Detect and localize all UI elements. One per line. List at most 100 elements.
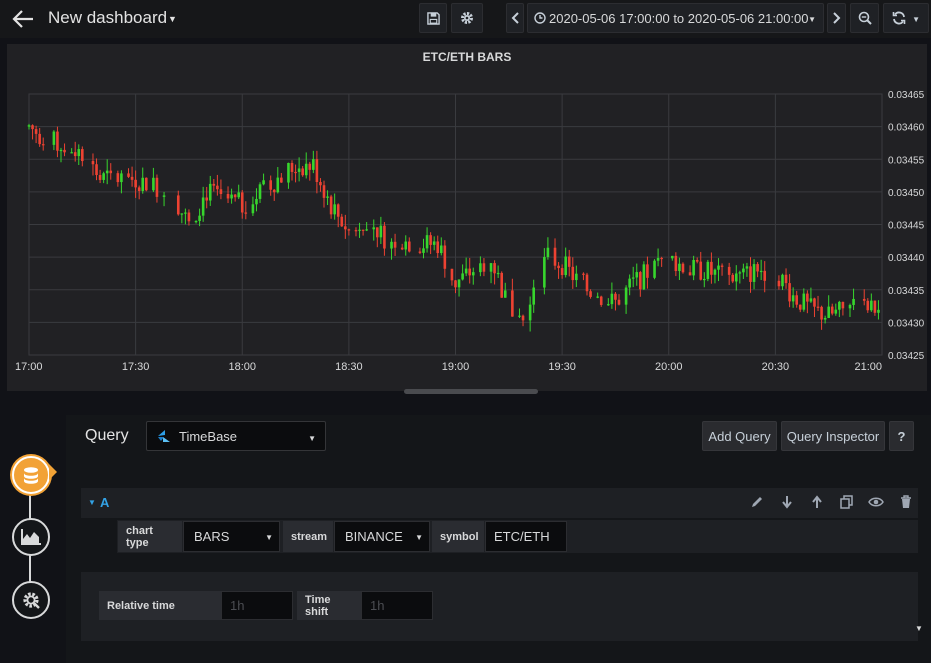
candle-up bbox=[834, 309, 838, 314]
panel-title[interactable]: ETC/ETH BARS bbox=[422, 50, 512, 64]
candle-up bbox=[333, 204, 336, 215]
candle-down bbox=[219, 189, 223, 195]
caret-down-icon: ▼ bbox=[265, 533, 273, 542]
timebase-logo-icon bbox=[158, 430, 170, 442]
general-settings-icon bbox=[23, 592, 40, 609]
settings-gear-icon bbox=[461, 12, 473, 24]
candle-up bbox=[752, 264, 756, 282]
refresh-icon bbox=[892, 11, 906, 25]
arrow-up-icon[interactable] bbox=[810, 495, 826, 511]
candle-up bbox=[59, 149, 63, 152]
visualization-tab-button[interactable] bbox=[12, 518, 50, 556]
datasource-select[interactable]: TimeBase ▼ bbox=[146, 421, 326, 451]
candle-up bbox=[230, 194, 233, 199]
trash-icon[interactable] bbox=[899, 495, 915, 511]
candle-down bbox=[56, 131, 59, 151]
candle-down bbox=[873, 300, 877, 313]
help-button[interactable]: ? bbox=[889, 421, 914, 451]
candle-down bbox=[280, 177, 283, 183]
dashboard-settings-button[interactable] bbox=[451, 3, 483, 33]
candle-up bbox=[852, 298, 855, 305]
relative-time-input[interactable]: 1h bbox=[221, 591, 293, 620]
general-tab-button[interactable] bbox=[12, 581, 50, 619]
refresh-button[interactable]: ▼ bbox=[883, 3, 929, 33]
candle-down bbox=[788, 283, 791, 302]
candle-up bbox=[287, 162, 290, 183]
chart-type-value: BARS bbox=[194, 529, 230, 544]
candle-down bbox=[340, 216, 344, 227]
candle-up bbox=[180, 213, 184, 215]
candle-down bbox=[155, 177, 159, 197]
dashboard-title[interactable]: New dashboard bbox=[48, 8, 168, 27]
database-icon bbox=[24, 467, 38, 484]
candle-down bbox=[582, 273, 585, 275]
candle-down bbox=[41, 144, 45, 146]
candle-down bbox=[34, 129, 38, 134]
pencil-icon[interactable] bbox=[750, 495, 766, 511]
candle-up bbox=[237, 192, 240, 198]
candle-down bbox=[205, 197, 209, 201]
candle-up bbox=[838, 301, 841, 310]
query-inspector-button[interactable]: Query Inspector bbox=[781, 421, 885, 451]
add-query-button[interactable]: Add Query bbox=[702, 421, 777, 451]
candle-down bbox=[134, 179, 137, 188]
candle-up bbox=[518, 315, 521, 317]
scroll-down-caret-icon[interactable]: ▼ bbox=[915, 624, 923, 633]
time-range-picker[interactable]: 2020-05-06 17:00:00 to 2020-05-06 21:00:… bbox=[527, 3, 824, 33]
caret-down-icon[interactable]: ▼ bbox=[168, 14, 177, 24]
arrow-down-icon[interactable] bbox=[780, 495, 796, 511]
time-forward-button[interactable] bbox=[827, 3, 846, 33]
candle-down bbox=[176, 195, 180, 215]
query-ref-id[interactable]: A bbox=[100, 495, 110, 510]
collapse-caret-icon[interactable]: ▼ bbox=[88, 498, 96, 507]
save-dashboard-button[interactable] bbox=[419, 3, 447, 33]
candle-up bbox=[781, 274, 784, 287]
chevron-left-icon bbox=[511, 12, 519, 24]
y-tick-label: 0.03425 bbox=[888, 351, 925, 362]
candle-down bbox=[777, 280, 781, 287]
time-back-button[interactable] bbox=[506, 3, 524, 33]
candle-up bbox=[457, 279, 461, 288]
x-tick-label: 20:30 bbox=[762, 361, 790, 373]
candle-down bbox=[795, 295, 798, 305]
candle-down bbox=[660, 257, 663, 260]
candle-down bbox=[617, 299, 621, 305]
candle-down bbox=[493, 263, 496, 274]
candle-down bbox=[866, 300, 870, 311]
queries-tab-button[interactable] bbox=[12, 456, 50, 494]
symbol-input[interactable]: ETC/ETH bbox=[485, 521, 567, 552]
x-tick-label: 19:30 bbox=[548, 361, 576, 373]
eye-icon[interactable] bbox=[868, 495, 884, 511]
candle-down bbox=[820, 306, 823, 320]
candle-up bbox=[77, 149, 81, 157]
chart-type-select[interactable]: BARS ▼ bbox=[183, 521, 280, 552]
stream-select[interactable]: BINANCE ▼ bbox=[334, 521, 430, 552]
back-arrow-icon[interactable] bbox=[10, 7, 36, 31]
x-tick-label: 20:00 bbox=[655, 361, 683, 373]
candle-up bbox=[734, 273, 738, 282]
candle-up bbox=[304, 163, 308, 176]
candlestick-chart[interactable]: 0.03465 0.03460 0.03455 0.03450 0.03445 0.034… bbox=[7, 44, 927, 391]
x-tick-label: 17:30 bbox=[122, 361, 150, 373]
zoom-out-button[interactable] bbox=[850, 3, 879, 33]
candle-up bbox=[105, 170, 109, 174]
candle-up bbox=[312, 159, 315, 170]
candle-down bbox=[567, 256, 571, 267]
candle-down bbox=[418, 251, 422, 253]
candle-down bbox=[272, 189, 276, 193]
duplicate-icon[interactable] bbox=[840, 495, 856, 511]
candle-down bbox=[450, 268, 454, 281]
datasource-name: TimeBase bbox=[179, 428, 238, 444]
candle-up bbox=[738, 272, 742, 274]
candle-down bbox=[376, 227, 379, 238]
candle-down bbox=[511, 290, 514, 317]
panel-resize-handle[interactable] bbox=[404, 389, 538, 394]
stream-label: stream bbox=[283, 521, 333, 552]
refresh-caret-icon[interactable]: ▼ bbox=[912, 15, 920, 24]
candle-up bbox=[823, 317, 827, 320]
time-shift-input[interactable]: 1h bbox=[361, 591, 433, 620]
candle-down bbox=[862, 298, 866, 301]
candle-down bbox=[216, 185, 219, 190]
candle-down bbox=[144, 177, 148, 191]
candle-up bbox=[848, 304, 852, 309]
